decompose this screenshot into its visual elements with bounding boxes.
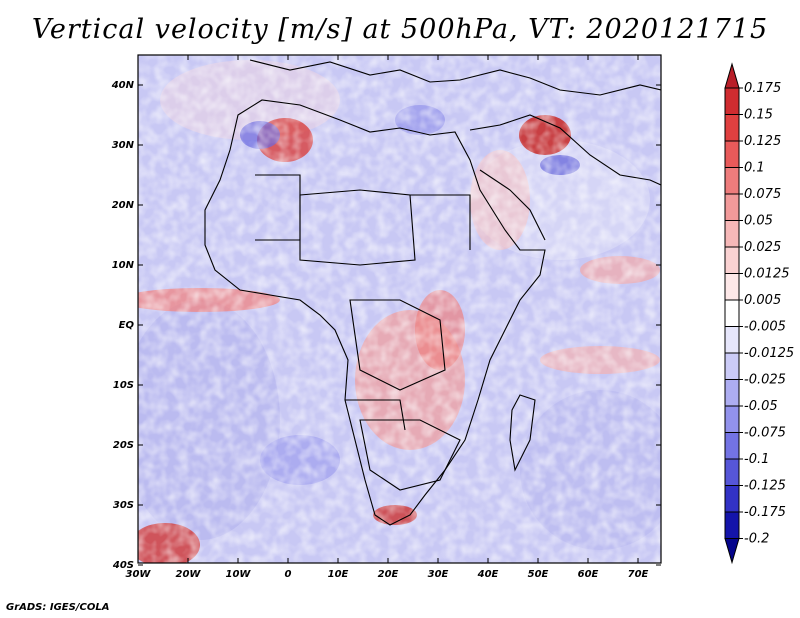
colorbar-label: -0.05 <box>744 399 778 414</box>
colorbar-box <box>724 432 740 460</box>
grads-credit: GrADS: IGES/COLA <box>6 602 110 613</box>
lon-label: 40E <box>477 569 499 580</box>
colorbar-label: -0.1 <box>744 452 769 467</box>
colorbar-bottom-arrow <box>724 538 740 565</box>
colorbar-label: -0.2 <box>744 532 769 547</box>
colorbar-label: -0.0125 <box>744 346 794 361</box>
colorbar-label: 0.125 <box>744 134 781 149</box>
lon-label: 10E <box>328 569 349 580</box>
map-field <box>138 55 661 563</box>
lon-label: 30W <box>126 569 152 580</box>
colorbar-box <box>724 220 740 248</box>
lon-label: 10W <box>226 569 252 580</box>
lat-label: 40S <box>112 560 134 571</box>
lon-label: 20W <box>176 569 202 580</box>
colorbar-box <box>724 299 740 327</box>
colorbar-label: -0.175 <box>744 505 786 520</box>
lon-label: 0 <box>285 569 292 580</box>
colorbar-box <box>724 167 740 195</box>
colorbar-label: 0.1 <box>744 161 765 176</box>
colorbar-box <box>724 352 740 380</box>
lat-label: 30S <box>113 500 134 511</box>
colorbar-label: 0.175 <box>744 81 781 96</box>
lon-label: 20E <box>378 569 399 580</box>
lon-label: 70E <box>628 569 649 580</box>
colorbar-label: -0.075 <box>744 426 786 441</box>
lat-labels: 40N 30N 20N 10N EQ 10S 20S 30S 40S <box>111 80 135 571</box>
colorbar-label: 0.025 <box>744 240 781 255</box>
lon-labels: 30W 20W 10W 0 10E 20E 30E 40E 50E 60E 70E <box>126 569 649 580</box>
colorbar-box <box>724 326 740 354</box>
colorbar-label: 0.15 <box>744 108 773 123</box>
colorbar-box <box>724 114 740 142</box>
lon-label: 50E <box>528 569 549 580</box>
colorbar-box <box>724 140 740 168</box>
colorbar: 0.175 0.15 0.125 0.1 0.075 0.05 0.025 0.0125 0.0… <box>724 62 794 565</box>
lat-label: 40N <box>111 80 135 91</box>
lon-label: 60E <box>578 569 599 580</box>
page-title: Vertical velocity [m/s] at 500hPa, VT: 2… <box>31 14 769 45</box>
colorbar-box <box>724 511 740 539</box>
axis-ticks <box>137 55 661 566</box>
lon-label: 30E <box>428 569 449 580</box>
colorbar-box <box>724 379 740 407</box>
lat-label: 20N <box>112 200 135 211</box>
lat-label: EQ <box>119 320 135 331</box>
colorbar-box <box>724 405 740 433</box>
colorbar-box <box>724 246 740 274</box>
lat-label: 30N <box>112 140 135 151</box>
lat-label: 10S <box>113 380 134 391</box>
coastlines <box>204 59 661 526</box>
colorbar-label: -0.005 <box>744 320 786 335</box>
colorbar-label: -0.125 <box>744 479 786 494</box>
lat-label: 20S <box>113 440 134 451</box>
colorbar-top-arrow <box>724 62 740 89</box>
colorbar-box <box>724 485 740 513</box>
colorbar-box <box>724 193 740 221</box>
colorbar-box <box>724 273 740 301</box>
colorbar-label: 0.075 <box>744 187 781 202</box>
lat-label: 10N <box>112 260 135 271</box>
colorbar-box <box>724 87 740 115</box>
colorbar-label: 0.05 <box>744 214 773 229</box>
colorbar-label: -0.025 <box>744 373 786 388</box>
colorbar-label: 0.005 <box>744 293 781 308</box>
map-frame <box>137 54 662 564</box>
colorbar-label: 0.0125 <box>744 267 790 282</box>
colorbar-box <box>724 458 740 486</box>
